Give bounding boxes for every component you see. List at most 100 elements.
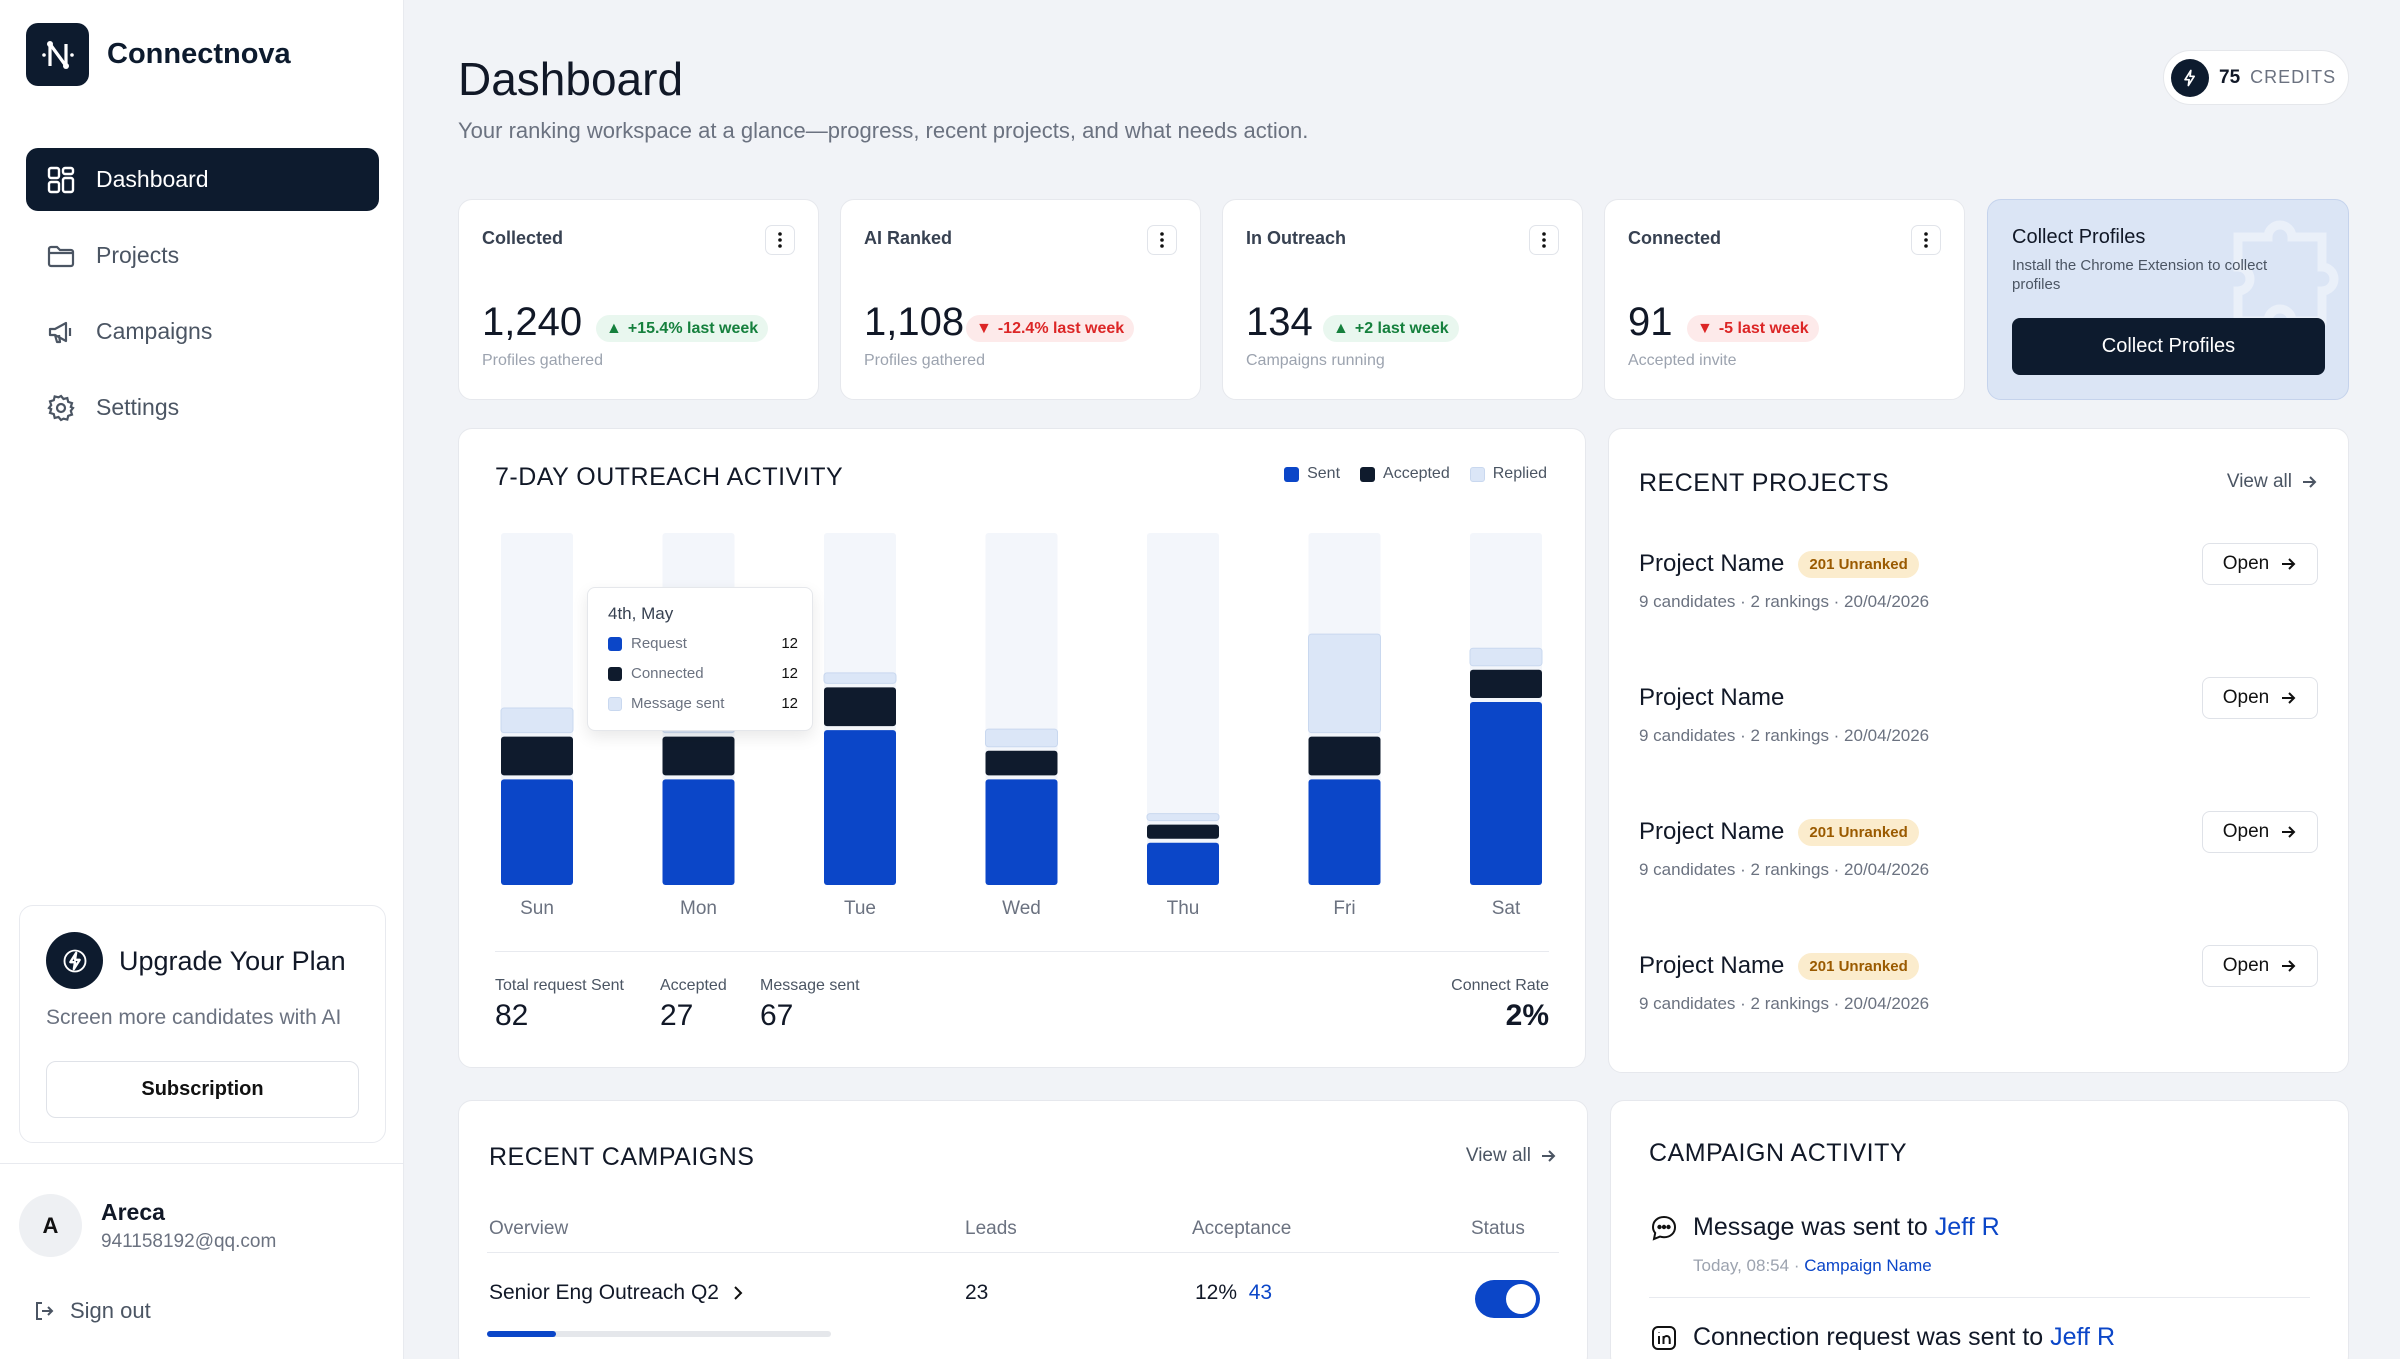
sidebar-item-label: Settings <box>96 394 180 420</box>
activity-message: Message was sent to <box>1693 1213 1935 1241</box>
upgrade-subtitle: Screen more candidates with AI <box>46 1006 342 1029</box>
kebab-icon <box>778 232 782 248</box>
kebab-icon <box>1924 232 1928 248</box>
acceptance-count: 43 <box>1248 1281 1273 1304</box>
logout-icon <box>36 1302 54 1320</box>
campaign-activity-card: CAMPAIGN ACTIVITY Message was sent to Je… <box>1610 1100 2349 1359</box>
tooltip-value: 12 <box>781 635 798 652</box>
tooltip-row: Message sent 12 <box>608 695 798 712</box>
subscription-button[interactable]: Subscription <box>46 1061 359 1118</box>
trend-text: +15.4% last week <box>627 319 759 337</box>
divider <box>487 1252 1559 1253</box>
sidebar-item-dashboard[interactable]: Dashboard <box>26 148 379 211</box>
open-label: Open <box>2222 687 2270 708</box>
campaign-acceptance: 12% 43 <box>1195 1281 1272 1305</box>
trend-badge: ▼ -5 last week <box>1687 315 1819 342</box>
legend-label: Accepted <box>1383 465 1450 482</box>
outreach-activity-card: 7-DAY OUTREACH ACTIVITY Sent Accepted Re… <box>458 428 1586 1068</box>
section-title: RECENT CAMPAIGNS <box>489 1143 755 1171</box>
logo-icon <box>26 23 89 86</box>
open-project-button[interactable]: Open <box>2202 811 2318 853</box>
activity-meta: Today, 08:54 · Campaign Name <box>1693 1256 1932 1276</box>
activity-text: Message was sent to Jeff R <box>1693 1213 2000 1242</box>
bar-sent-thu <box>1147 842 1219 885</box>
sign-out-button[interactable]: Sign out <box>32 1298 151 1324</box>
triangle-up-icon: ▲ <box>1333 319 1349 337</box>
campaign-leads: 23 <box>965 1281 989 1304</box>
bar-sent-sun <box>501 779 573 885</box>
collect-profiles-button[interactable]: Collect Profiles <box>2012 318 2325 375</box>
brand[interactable]: Connectnova <box>26 23 291 86</box>
bar-accepted-mon <box>662 736 735 776</box>
campaign-link[interactable]: Campaign Name <box>1804 1256 1932 1275</box>
open-project-button[interactable]: Open <box>2202 945 2318 987</box>
project-name: Project Name 201 Unranked <box>1639 952 1919 980</box>
stat-label: In Outreach <box>1246 228 1347 248</box>
bar-sent-mon <box>662 779 735 885</box>
chevron-right-icon <box>734 1286 743 1300</box>
legend-item-sent: Sent <box>1284 465 1340 483</box>
section-title: RECENT PROJECTS <box>1639 469 1890 497</box>
summary-value: 27 <box>660 999 694 1032</box>
more-menu-button[interactable] <box>1529 225 1559 255</box>
activity-item: Message was sent to Jeff R <box>1649 1213 2000 1243</box>
open-project-button[interactable]: Open <box>2202 677 2318 719</box>
stat-label: AI Ranked <box>864 228 953 248</box>
stat-card-ai-ranked: AI Ranked 1,108 ▼ -12.4% last week Profil… <box>840 199 1201 400</box>
user-profile[interactable]: A Areca 941158192@qq.com <box>19 1194 276 1257</box>
column-header[interactable]: Acceptance <box>1192 1218 1292 1239</box>
upgrade-card: Upgrade Your Plan Screen more candidates… <box>19 905 386 1143</box>
column-header[interactable]: Status <box>1471 1218 1525 1239</box>
trend-badge: ▼ -12.4% last week <box>966 315 1135 342</box>
trend-badge: ▲ +2 last week <box>1323 315 1459 342</box>
activity-message: Connection request was sent to <box>1693 1323 2051 1351</box>
tooltip-label: Request <box>631 635 687 652</box>
arrow-right-icon <box>1542 1150 1556 1162</box>
status-toggle[interactable] <box>1475 1280 1540 1318</box>
sign-out-label: Sign out <box>70 1298 151 1323</box>
x-tick-label: Sat <box>1492 898 1521 919</box>
upgrade-title: Upgrade Your Plan <box>119 946 346 976</box>
status-badge: 201 Unranked <box>1798 952 1919 980</box>
divider <box>1649 1297 2310 1298</box>
arrow-right-icon <box>2282 826 2296 838</box>
more-menu-button[interactable] <box>1911 225 1941 255</box>
sidebar-item-label: Campaigns <box>96 318 213 344</box>
activity-item: Connection request was sent to Jeff R <box>1649 1323 2115 1353</box>
kebab-icon <box>1160 232 1164 248</box>
user-name: Areca <box>101 1198 165 1225</box>
open-project-button[interactable]: Open <box>2202 543 2318 585</box>
sidebar-item-projects[interactable]: Projects <box>26 224 379 287</box>
person-link[interactable]: Jeff R <box>2050 1323 2115 1351</box>
triangle-down-icon: ▼ <box>976 319 992 337</box>
credits-badge[interactable]: 75 CREDITS <box>2163 50 2349 105</box>
column-header[interactable]: Leads <box>965 1218 1017 1239</box>
sidebar-item-campaigns[interactable]: Campaigns <box>26 300 379 363</box>
status-badge: 201 Unranked <box>1798 818 1919 846</box>
sidebar-item-settings[interactable]: Settings <box>26 376 379 439</box>
tooltip-date: 4th, May <box>608 604 674 623</box>
stat-subtitle: Campaigns running <box>1246 352 1385 369</box>
bar-sent-tue <box>824 730 896 885</box>
project-meta: 9 candidates · 2 rankings · 20/04/2026 <box>1639 994 1930 1013</box>
view-all-link[interactable]: View all <box>2227 471 2318 493</box>
person-link[interactable]: Jeff R <box>1934 1213 2000 1241</box>
divider <box>0 1163 404 1164</box>
more-menu-button[interactable] <box>765 225 795 255</box>
recent-campaigns-card: RECENT CAMPAIGNS View all Overview Leads… <box>458 1100 1588 1359</box>
arrow-right-icon <box>2282 960 2296 972</box>
view-all-link[interactable]: View all <box>1466 1145 1557 1167</box>
campaign-name-link[interactable]: Senior Eng Outreach Q2 <box>489 1281 745 1305</box>
column-header[interactable]: Overview <box>489 1218 569 1239</box>
legend-label: Replied <box>1492 465 1547 482</box>
bar-accepted-fri <box>1308 736 1381 776</box>
x-tick-label: Tue <box>844 898 876 919</box>
stat-card-collected: Collected 1,240 ▲ +15.4% last week Profil… <box>458 199 819 400</box>
section-title: 7-DAY OUTREACH ACTIVITY <box>495 463 844 491</box>
open-label: Open <box>2222 553 2270 574</box>
chart-tooltip: 4th, May Request 12 Connected 12 Message s… <box>587 587 813 731</box>
linkedin-icon <box>1652 1326 1676 1350</box>
project-name: Project Name <box>1639 684 1784 712</box>
more-menu-button[interactable] <box>1147 225 1177 255</box>
project-meta: 9 candidates · 2 rankings · 20/04/2026 <box>1639 726 1930 745</box>
